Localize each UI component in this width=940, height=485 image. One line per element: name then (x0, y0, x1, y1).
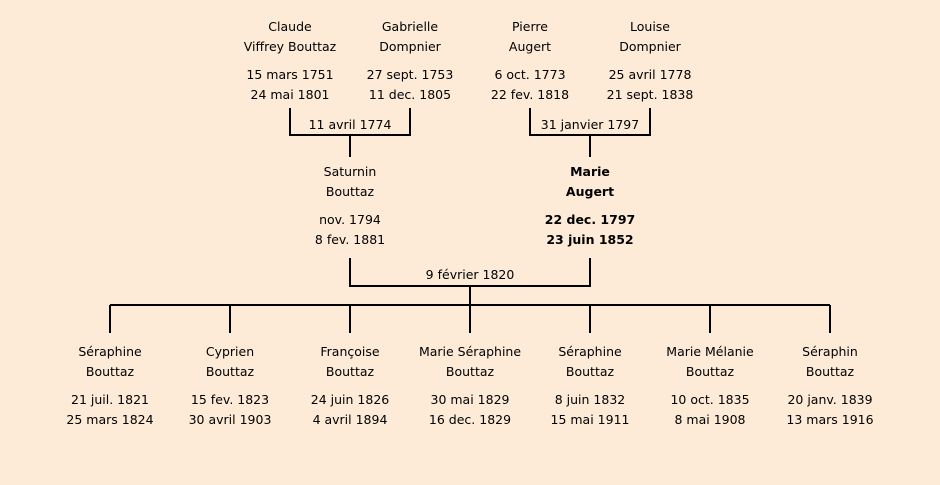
person-last-name: Dompnier (619, 39, 681, 54)
person-last-name: Viffrey Bouttaz (243, 39, 337, 54)
person-first-name: Marie Mélanie (666, 344, 754, 359)
person-birth-date: 24 juin 1826 (310, 392, 390, 407)
person-death-date: 11 dec. 1805 (368, 87, 452, 102)
person-first-name: Claude (268, 19, 312, 34)
person-card: Pierre Augert 6 oct. 1773 22 fev. 1818 (455, 17, 605, 105)
connector-grandparents-left (289, 108, 411, 157)
person-last-name: Bouttaz (565, 364, 615, 379)
person-birth-date: 15 fev. 1823 (190, 392, 270, 407)
marriage-date: 11 avril 1774 (308, 117, 392, 132)
person-death-date: 24 mai 1801 (250, 87, 330, 102)
person-first-name: Louise (630, 19, 670, 34)
person-first-name: Cyprien (205, 344, 255, 359)
person-death-date: 30 avril 1903 (188, 412, 272, 427)
person-birth-date: 10 oct. 1835 (670, 392, 750, 407)
person-birth-date: 22 dec. 1797 (544, 212, 636, 227)
person-last-name: Bouttaz (445, 364, 495, 379)
person-last-name: Bouttaz (805, 364, 855, 379)
person-first-name: Séraphine (558, 344, 622, 359)
person-last-name: Bouttaz (85, 364, 135, 379)
person-card: Séraphine Bouttaz 8 juin 1832 15 mai 191… (515, 342, 665, 430)
person-last-name: Bouttaz (325, 184, 375, 199)
person-card: Marie Mélanie Bouttaz 10 oct. 1835 8 mai… (635, 342, 785, 430)
person-birth-date: 30 mai 1829 (430, 392, 510, 407)
person-first-name: Saturnin (323, 164, 377, 179)
person-birth-date: 8 juin 1832 (554, 392, 626, 407)
person-first-name: Marie (570, 164, 610, 179)
person-birth-date: 6 oct. 1773 (494, 67, 566, 82)
person-card: Louise Dompnier 25 avril 1778 21 sept. 1… (575, 17, 725, 105)
marriage-date: 31 janvier 1797 (540, 117, 640, 132)
connector-children (109, 304, 831, 333)
person-death-date: 23 juin 1852 (546, 232, 634, 247)
person-last-name: Bouttaz (325, 364, 375, 379)
person-first-name: Marie Séraphine (418, 344, 522, 359)
person-first-name: Françoise (320, 344, 380, 359)
person-death-date: 15 mai 1911 (550, 412, 630, 427)
person-death-date: 4 avril 1894 (312, 412, 388, 427)
person-card: Séraphin Bouttaz 20 janv. 1839 13 mars 1… (755, 342, 905, 430)
person-last-name: Bouttaz (205, 364, 255, 379)
person-last-name: Dompnier (379, 39, 441, 54)
person-first-name: Gabrielle (381, 19, 439, 34)
connector-grandparents-right (529, 108, 651, 157)
person-death-date: 8 fev. 1881 (314, 232, 386, 247)
person-death-date: 25 mars 1824 (66, 412, 154, 427)
person-birth-date: 21 juil. 1821 (71, 392, 149, 407)
person-death-date: 8 mai 1908 (674, 412, 746, 427)
person-death-date: 22 fev. 1818 (490, 87, 570, 102)
person-first-name: Séraphine (78, 344, 142, 359)
person-birth-date: 20 janv. 1839 (787, 392, 873, 407)
person-card: Gabrielle Dompnier 27 sept. 1753 11 dec.… (335, 17, 485, 105)
person-card: Claude Viffrey Bouttaz 15 mars 1751 24 m… (215, 17, 365, 105)
person-first-name: Séraphin (802, 344, 858, 359)
person-card: Marie Augert 22 dec. 1797 23 juin 1852 (515, 162, 665, 250)
person-birth-date: 15 mars 1751 (246, 67, 334, 82)
person-birth-date: nov. 1794 (319, 212, 381, 227)
person-card: Cyprien Bouttaz 15 fev. 1823 30 avril 19… (155, 342, 305, 430)
marriage-date: 9 février 1820 (425, 267, 515, 282)
person-last-name: Bouttaz (685, 364, 735, 379)
person-first-name: Pierre (512, 19, 548, 34)
person-card: Françoise Bouttaz 24 juin 1826 4 avril 1… (275, 342, 425, 430)
person-death-date: 13 mars 1916 (786, 412, 874, 427)
person-death-date: 21 sept. 1838 (606, 87, 694, 102)
person-last-name: Augert (508, 39, 552, 54)
person-card: Saturnin Bouttaz nov. 1794 8 fev. 1881 (275, 162, 425, 250)
connector-parents (349, 258, 591, 305)
person-card: Séraphine Bouttaz 21 juil. 1821 25 mars … (35, 342, 185, 430)
person-birth-date: 25 avril 1778 (608, 67, 692, 82)
person-card: Marie Séraphine Bouttaz 30 mai 1829 16 d… (395, 342, 545, 430)
person-death-date: 16 dec. 1829 (428, 412, 512, 427)
person-last-name: Augert (565, 184, 615, 199)
person-birth-date: 27 sept. 1753 (366, 67, 454, 82)
